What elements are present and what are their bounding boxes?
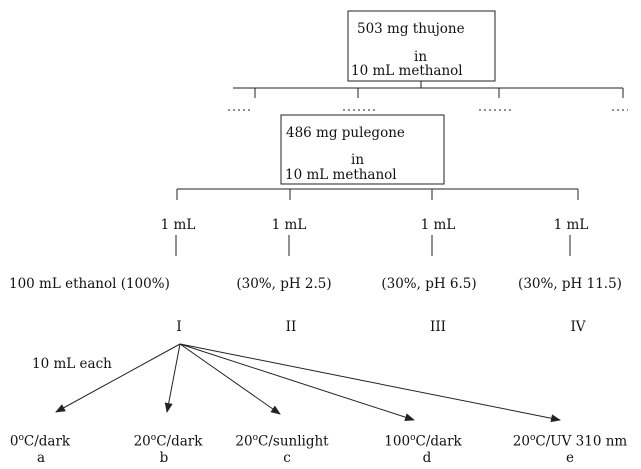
- condition-b: 20oC/dark: [133, 433, 203, 450]
- aliquot-2: 1 mL: [271, 217, 307, 233]
- aliquot-4: 1 mL: [553, 217, 589, 233]
- pulegone-line1: 486 mg pulegone: [286, 125, 405, 141]
- split-label: 10 mL each: [32, 356, 112, 372]
- condition-e: 20oC/UV 310 nm: [512, 433, 628, 450]
- condition-d: 100oC/dark: [384, 433, 462, 450]
- thujone-line3: 10 mL methanol: [351, 63, 463, 79]
- pulegone-box: [280, 114, 445, 185]
- solvent-1: 100 mL ethanol (100%): [9, 276, 170, 292]
- solvent-4: (30%, pH 11.5): [518, 276, 622, 292]
- aliquot-1: 1 mL: [160, 217, 196, 233]
- condition-a: 0oC/dark: [9, 433, 71, 450]
- letter-b: b: [159, 450, 169, 466]
- letter-a: a: [36, 450, 46, 466]
- solvent-2: (30%, pH 2.5): [236, 276, 332, 292]
- thujone-line1: 503 mg thujone: [357, 21, 465, 37]
- solvent-3: (30%, pH 6.5): [381, 276, 477, 292]
- condition-c: 20oC/sunlight: [235, 433, 329, 450]
- thujone-line2: in: [414, 49, 428, 65]
- aliquot-3: 1 mL: [420, 217, 456, 233]
- set-III: III: [430, 319, 446, 335]
- set-I: I: [176, 319, 182, 335]
- arrows: [55, 343, 561, 423]
- pulegone-line3: 10 mL methanol: [285, 167, 397, 183]
- pulegone-line2: in: [351, 152, 365, 168]
- letter-c: c: [283, 450, 291, 466]
- letter-d: d: [422, 450, 432, 466]
- set-IV: IV: [570, 319, 586, 335]
- letter-e: e: [566, 450, 574, 466]
- set-II: II: [285, 319, 297, 335]
